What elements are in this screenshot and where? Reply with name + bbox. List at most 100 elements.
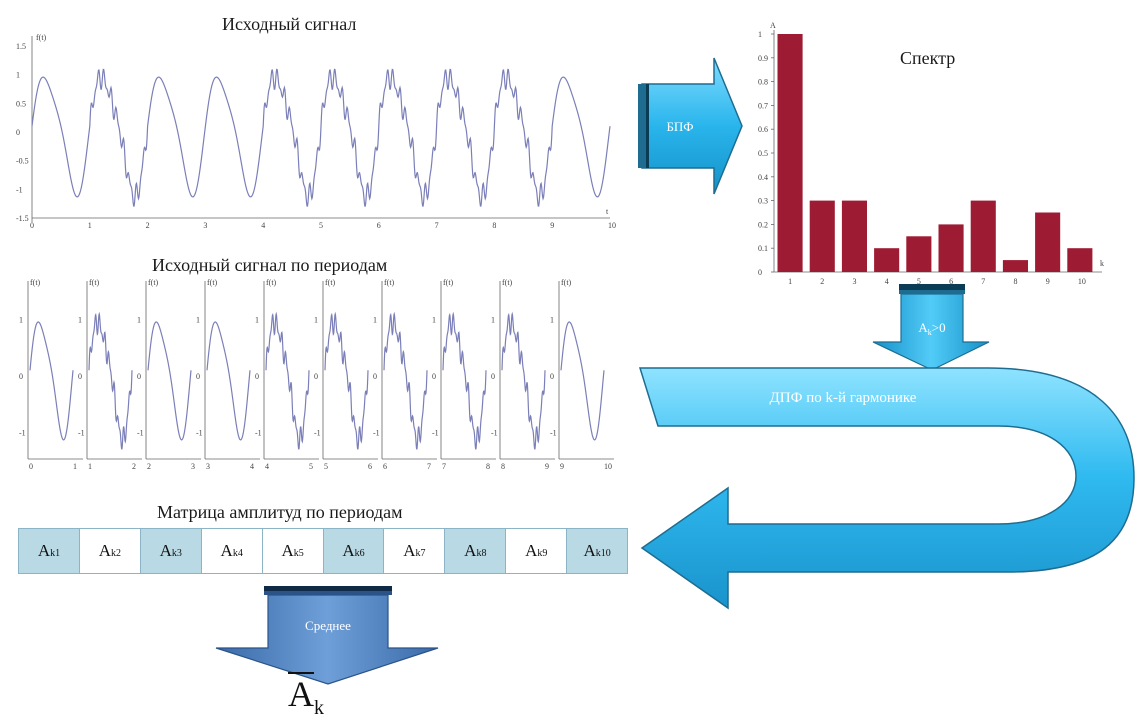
matrix-cell-sub: k9	[537, 547, 548, 559]
period-x-tick: 7	[442, 462, 446, 471]
harmonic-select-rest: >0	[932, 320, 946, 335]
spectrum-bar	[809, 200, 835, 272]
original-x-tick: 2	[146, 221, 150, 230]
period-y-tick: 0	[432, 372, 436, 381]
spectrum-x-tick: 3	[853, 277, 857, 286]
period-signal-curve	[29, 321, 74, 441]
period-y-tick: 1	[432, 316, 436, 325]
period-panel: f(t) 1 0 -1 7 8	[432, 278, 496, 471]
spectrum-x-tick: 2	[820, 277, 824, 286]
period-y-tick: 1	[196, 316, 200, 325]
period-panel: f(t) 1 0 -1 5 6	[314, 278, 378, 471]
original-x-tick: 10	[608, 221, 616, 230]
amplitude-matrix-title: Матрица амплитуд по периодам	[157, 502, 403, 522]
period-x-tick: 5	[309, 462, 313, 471]
period-y-tick: 0	[314, 372, 318, 381]
original-x-tick: 3	[203, 221, 207, 230]
period-x-tick: 6	[368, 462, 372, 471]
period-y-label: f(t)	[384, 278, 395, 287]
period-y-tick: 1	[19, 316, 23, 325]
period-x-tick: 4	[265, 462, 269, 471]
period-x-tick: 5	[324, 462, 328, 471]
period-x-tick: 8	[501, 462, 505, 471]
spectrum-x-tick: 4	[885, 277, 889, 286]
matrix-cell-sub: k1	[50, 547, 61, 559]
period-x-tick: 7	[427, 462, 431, 471]
period-y-label: f(t)	[30, 278, 41, 287]
spectrum-y-tick: 0.5	[758, 149, 768, 158]
period-panel: f(t) 1 0 -1 3 4	[196, 278, 260, 471]
period-x-tick: 2	[132, 462, 136, 471]
spectrum-y-tick: 0.8	[758, 78, 768, 87]
period-x-tick: 10	[604, 462, 612, 471]
period-panel: f(t) 1 0 -1 2 3	[137, 278, 201, 471]
period-y-tick: -1	[19, 428, 26, 437]
spectrum-x-tick: 10	[1078, 277, 1086, 286]
spectrum-y-label: A	[770, 21, 776, 30]
harmonic-select-base: A	[918, 320, 928, 335]
spectrum-bar	[777, 34, 803, 272]
spectrum-y-tick: 0.1	[758, 244, 768, 253]
fft-arrow-label: БПФ	[666, 119, 693, 134]
period-panel: f(t) 1 0 -1 1 2	[78, 278, 142, 471]
original-signal-plot: f(t) t 1.5 1 0.5 0 -0.5 -1 -1.5 0 1 2 3 4 5 6 7 8 9 10	[16, 33, 616, 230]
period-y-tick: 0	[78, 372, 82, 381]
original-y-tick: -1	[16, 185, 23, 194]
matrix-cell-sub: k4	[232, 547, 243, 559]
period-y-tick: 1	[373, 316, 377, 325]
matrix-cell-base: A	[37, 541, 51, 560]
spectrum-y-tick: 0.3	[758, 197, 768, 206]
period-y-tick: -1	[255, 428, 262, 437]
period-y-label: f(t)	[502, 278, 513, 287]
matrix-cell-base: A	[281, 541, 294, 560]
spectrum-bar	[906, 236, 932, 272]
spectrum-bar	[970, 200, 996, 272]
matrix-cell-sub: k8	[476, 547, 487, 559]
original-x-tick: 9	[550, 221, 554, 230]
period-y-label: f(t)	[561, 278, 572, 287]
spectrum-bar	[1067, 248, 1093, 272]
period-y-tick: 0	[196, 372, 200, 381]
period-y-tick: 0	[255, 372, 259, 381]
svg-text:Ak>0: Ak>0	[918, 320, 945, 337]
spectrum-x-tick: 1	[788, 277, 792, 286]
mean-amplitude-result: Ak	[288, 672, 324, 719]
original-y-tick: 1.5	[16, 42, 26, 51]
period-signal-curve	[383, 311, 428, 450]
period-y-tick: -1	[373, 428, 380, 437]
period-y-label: f(t)	[148, 278, 159, 287]
spectrum-x-tick: 9	[1046, 277, 1050, 286]
spectrum-x-tick: 8	[1014, 277, 1018, 286]
spectrum-bar	[841, 200, 867, 272]
period-panels: f(t)10-10 1f(t)10-11 2f(t)10-12 3f(t)10-13 4…	[19, 278, 614, 471]
mean-arrow: Среднее	[215, 586, 439, 685]
dft-arrow-label: ДПФ по k-й гармонике	[770, 390, 917, 406]
period-signal-curve	[88, 311, 133, 450]
original-x-tick: 1	[88, 221, 92, 230]
spectrum-x-label: k	[1100, 259, 1104, 268]
period-y-tick: 0	[550, 372, 554, 381]
period-y-label: f(t)	[89, 278, 100, 287]
period-y-tick: 0	[491, 372, 495, 381]
result-symbol: A	[288, 672, 314, 714]
original-x-tick: 8	[492, 221, 496, 230]
spectrum-y-tick: 1	[758, 30, 762, 39]
fft-arrow: БПФ	[638, 57, 743, 195]
spectrum-y-tick: 0.6	[758, 125, 768, 134]
matrix-cell-base: A	[583, 541, 596, 560]
period-x-tick: 9	[545, 462, 549, 471]
period-y-tick: 1	[550, 316, 554, 325]
matrix-cell-sub: k7	[415, 547, 426, 559]
spectrum-bar	[938, 224, 964, 272]
period-signal-curve	[206, 321, 251, 441]
period-y-tick: 1	[78, 316, 82, 325]
matrix-cell-sub: k2	[111, 547, 121, 559]
period-y-tick: -1	[491, 428, 498, 437]
